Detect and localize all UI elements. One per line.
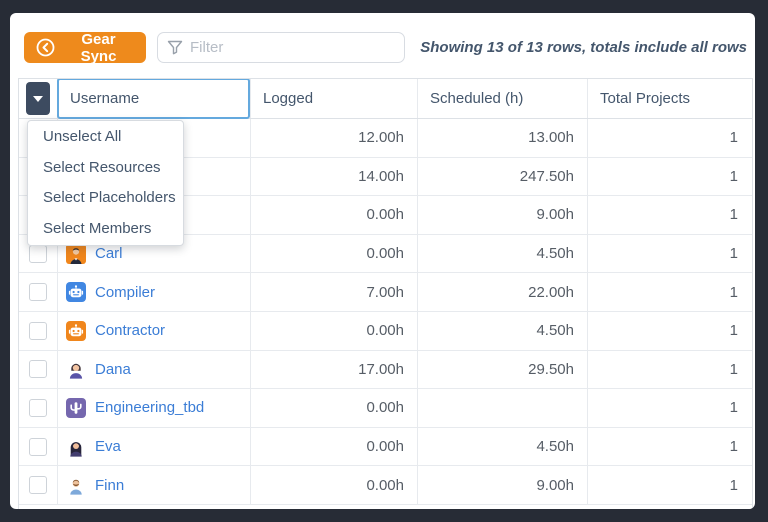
select-column-header <box>19 79 58 118</box>
table-row: Dana 17.00h 29.50h 1 <box>19 350 752 390</box>
username-link[interactable]: Engineering_tbd <box>95 399 205 417</box>
filter-field <box>157 32 405 63</box>
menu-item-select-members[interactable]: Select Members <box>43 219 152 237</box>
menu-item-select-resources[interactable]: Select Resources <box>43 158 161 176</box>
man-in-suit-avatar <box>66 243 86 264</box>
cactus-avatar <box>66 397 86 418</box>
table-row: Engineering_tbd 0.00h 1 <box>19 389 752 428</box>
table-row: 0.00h 9.00h 1 <box>19 196 752 235</box>
chevron-left-circle-icon <box>36 38 55 57</box>
row-checkbox[interactable] <box>29 398 47 417</box>
row-checkbox[interactable] <box>29 321 47 340</box>
robot-orange-avatar <box>66 320 86 341</box>
select-menu-button[interactable] <box>26 82 50 115</box>
table-row: Carl 0.00h 4.50h 1 <box>19 234 752 274</box>
table-row: Compiler 7.00h 22.00h 1 <box>19 273 752 312</box>
username-link[interactable]: Finn <box>95 476 125 494</box>
menu-item-select-placeholders[interactable]: Select Placeholders <box>43 189 176 206</box>
table-row: Finn 0.00h 9.00h 1 <box>19 466 752 505</box>
username-link[interactable]: Eva <box>95 438 121 456</box>
column-header-logged[interactable]: Logged <box>251 79 418 118</box>
robot-blue-avatar <box>66 282 86 303</box>
woman-long-hair-avatar <box>70 441 82 457</box>
row-checkbox[interactable] <box>29 360 47 379</box>
table-row: Contractor 0.00h 4.50h 1 <box>19 311 752 351</box>
row-checkbox[interactable] <box>29 437 47 456</box>
row-count-status: Showing 13 of 13 rows, totals include al… <box>420 39 747 56</box>
funnel-icon <box>167 40 183 54</box>
username-link[interactable]: Carl <box>95 245 123 263</box>
column-header-scheduled[interactable]: Scheduled (h) <box>418 79 588 118</box>
row-checkbox[interactable] <box>29 283 47 302</box>
man-beard-avatar <box>70 479 82 495</box>
woman-avatar <box>69 364 83 379</box>
menu-item-unselect-all[interactable]: Unselect All <box>43 128 122 145</box>
selection-dropdown-menu: Unselect All Select Resources Select Pla… <box>27 120 184 246</box>
gear-sync-button[interactable]: Gear Sync <box>24 30 146 65</box>
table-header-row: Username Logged Scheduled (h) Total Proj… <box>19 79 752 119</box>
row-checkbox[interactable] <box>29 476 47 495</box>
column-header-total-projects[interactable]: Total Projects <box>600 90 691 107</box>
gear-sync-label: Gear Sync <box>80 30 117 65</box>
table-row: Eva 0.00h 4.50h 1 <box>19 427 752 467</box>
username-link[interactable]: Compiler <box>95 283 156 301</box>
username-link[interactable]: Contractor <box>95 322 166 340</box>
column-header-username[interactable]: Username <box>57 79 251 119</box>
chevron-down-icon <box>33 95 43 102</box>
resources-table: Username Logged Scheduled (h) Total Proj… <box>18 78 753 509</box>
filter-input[interactable] <box>190 39 395 56</box>
row-checkbox[interactable] <box>29 244 47 263</box>
app-window: Gear Sync Showing 13 of 13 rows, totals … <box>10 13 755 509</box>
username-link[interactable]: Dana <box>95 360 131 378</box>
